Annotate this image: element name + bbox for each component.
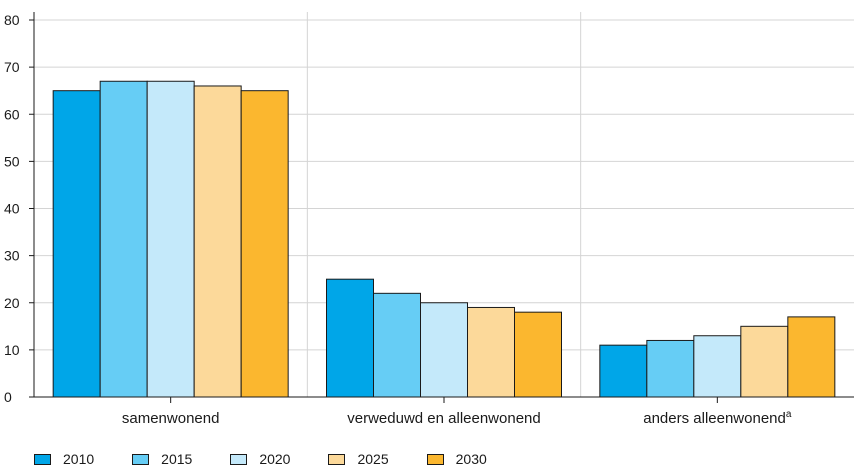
category-label: verweduwd en alleenwonend: [347, 410, 540, 427]
y-tick-label: 10: [4, 342, 20, 358]
y-tick-label: 50: [4, 153, 20, 169]
y-tick-label: 20: [4, 295, 20, 311]
category-label: anders alleenwonenda: [643, 409, 792, 427]
legend-item-2010: 2010: [34, 451, 94, 467]
y-tick-label: 30: [4, 248, 20, 264]
bars: [53, 81, 835, 397]
bar-2030-1: [241, 91, 288, 397]
bar-2025-3: [741, 326, 788, 397]
bar-2025-2: [468, 307, 515, 397]
bar-chart: 0 10 20 30 40 50 60 70 80 samenwonend verweduwd e…: [0, 0, 859, 440]
y-tick-label: 70: [4, 59, 20, 75]
legend-swatch: [230, 454, 247, 465]
y-tick-label: 40: [4, 201, 20, 217]
bar-2010-1: [53, 91, 100, 397]
legend-label: 2025: [357, 451, 388, 467]
bar-2015-2: [374, 293, 421, 397]
y-tick-label: 60: [4, 106, 20, 122]
y-tick-label: 80: [4, 12, 20, 28]
legend: 2010 2015 2020 2025 2030: [34, 451, 525, 467]
legend-item-2020: 2020: [230, 451, 290, 467]
bar-2020-1: [147, 81, 194, 397]
category-footnote-marker: a: [786, 409, 792, 420]
bar-2010-3: [600, 345, 647, 397]
legend-swatch: [328, 454, 345, 465]
legend-label: 2010: [63, 451, 94, 467]
bar-2015-3: [647, 340, 694, 397]
bar-2015-1: [100, 81, 147, 397]
bar-2010-2: [327, 279, 374, 397]
legend-label: 2015: [161, 451, 192, 467]
legend-item-2030: 2030: [427, 451, 487, 467]
legend-swatch: [34, 454, 51, 465]
legend-item-2015: 2015: [132, 451, 192, 467]
bar-2030-2: [515, 312, 562, 397]
category-label: samenwonend: [122, 410, 220, 427]
y-tick-label: 0: [4, 389, 12, 405]
legend-label: 2020: [259, 451, 290, 467]
legend-swatch: [132, 454, 149, 465]
bar-2030-3: [788, 317, 835, 397]
legend-label: 2030: [456, 451, 487, 467]
bar-2020-2: [421, 303, 468, 397]
legend-item-2025: 2025: [328, 451, 388, 467]
bar-2020-3: [694, 336, 741, 397]
bar-2025-1: [194, 86, 241, 397]
legend-swatch: [427, 454, 444, 465]
category-labels: samenwonend verweduwd en alleenwonend ande…: [122, 409, 792, 427]
y-tick-labels: 0 10 20 30 40 50 60 70 80: [4, 12, 20, 405]
